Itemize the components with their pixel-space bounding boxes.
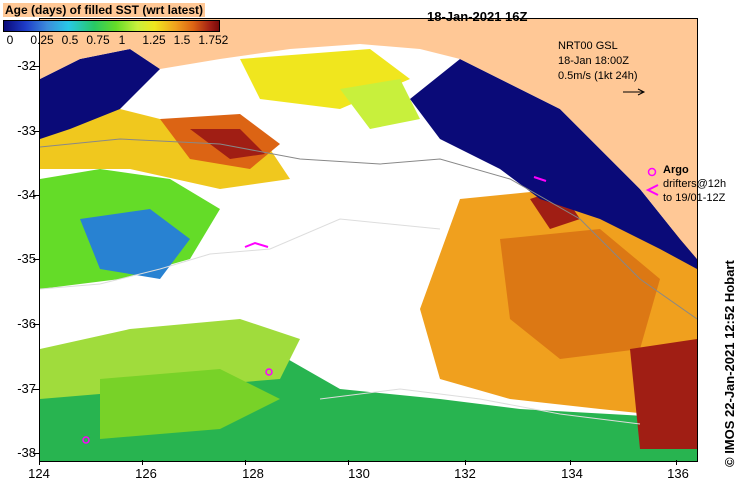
drifters-legend-time: to 19/01-12Z (663, 192, 726, 204)
lon-tickmark (348, 460, 349, 465)
lat-tickmark (33, 389, 39, 390)
drifter-track (244, 241, 269, 248)
current-streamline (40, 218, 441, 290)
lon-tick-label: 124 (28, 466, 50, 481)
lat-tick-label: -38 (17, 445, 36, 460)
lon-tick-label: 132 (454, 466, 476, 481)
sst-age-map (39, 18, 698, 462)
colorbar-tick-label: 0.25 (30, 33, 54, 47)
lon-tick-label: 126 (135, 466, 157, 481)
colorbar-title: Age (days) of filled SST (wrt latest) (3, 3, 206, 17)
lon-tickmark (570, 460, 571, 465)
land-australia (40, 19, 697, 259)
old-sst-coastal (410, 59, 697, 269)
current-streamline (319, 388, 641, 425)
east-dark-orange (500, 229, 660, 359)
lat-tickmark (33, 131, 39, 132)
imos-credit: © IMOS 22-Jan-2021 12:52 Hobart (722, 260, 737, 467)
lat-tick-label: -35 (17, 251, 36, 266)
colorbar-tick-label: 1.5 (173, 33, 191, 47)
lat-tick-label: -32 (17, 58, 36, 73)
old-sst-northwest (40, 49, 160, 139)
lon-tick-label: 128 (242, 466, 264, 481)
argo-legend-label: Argo (663, 164, 689, 176)
argo-legend-icon (647, 167, 657, 177)
north-lime-patch (340, 79, 420, 129)
lat-tickmark (33, 324, 39, 325)
lon-tickmark (245, 460, 246, 465)
argo-float-marker (265, 368, 273, 376)
lon-tickmark (39, 460, 40, 465)
map-canvas (40, 19, 697, 461)
vector-scale-label: 0.5m/s (1kt 24h) (558, 70, 638, 82)
argo-float-marker (82, 436, 90, 444)
colorbar (3, 20, 220, 32)
east-red-patch (630, 339, 697, 449)
lon-tickmark (465, 460, 466, 465)
lon-tickmark (676, 460, 677, 465)
map-date-title: 18-Jan-2021 16Z (427, 9, 528, 24)
lat-tick-label: -33 (17, 123, 36, 138)
lat-tick-label: -36 (17, 316, 36, 331)
shelf-contour (40, 138, 697, 320)
lat-tickmark (33, 195, 39, 196)
lat-tickmark (33, 453, 39, 454)
west-blue-patch (80, 209, 190, 279)
drifters-legend-label: drifters@12h (663, 178, 727, 190)
drifter-track (533, 176, 547, 182)
lat-tick-label: -34 (17, 187, 36, 202)
lat-tickmark (33, 66, 39, 67)
colorbar-tick-label: 1 (118, 33, 126, 47)
colorbar-tick-label: 0.5 (61, 33, 79, 47)
lon-tickmark (142, 460, 143, 465)
lat-tick-label: -37 (17, 381, 36, 396)
velocity-scale-arrow (623, 88, 646, 96)
vector-time: 18-Jan 18:00Z (558, 55, 629, 67)
dark-red-patch (190, 129, 265, 159)
colorbar-tick-label: 1.75 (198, 33, 222, 47)
colorbar-tick-label: 2 (221, 33, 229, 47)
drifter-legend-icon (645, 184, 659, 196)
colorbar-tick-label: 1.25 (142, 33, 166, 47)
lon-tick-label: 134 (561, 466, 583, 481)
colorbar-tick-label: 0.75 (86, 33, 110, 47)
colorbar-tick-label: 0 (6, 33, 14, 47)
lat-tickmark (33, 259, 39, 260)
green-sst-patch (100, 369, 280, 439)
lon-tick-label: 136 (667, 466, 689, 481)
yellow-sst-band (40, 109, 290, 189)
product-name: NRT00 GSL (558, 40, 618, 52)
lon-tick-label: 130 (348, 466, 370, 481)
